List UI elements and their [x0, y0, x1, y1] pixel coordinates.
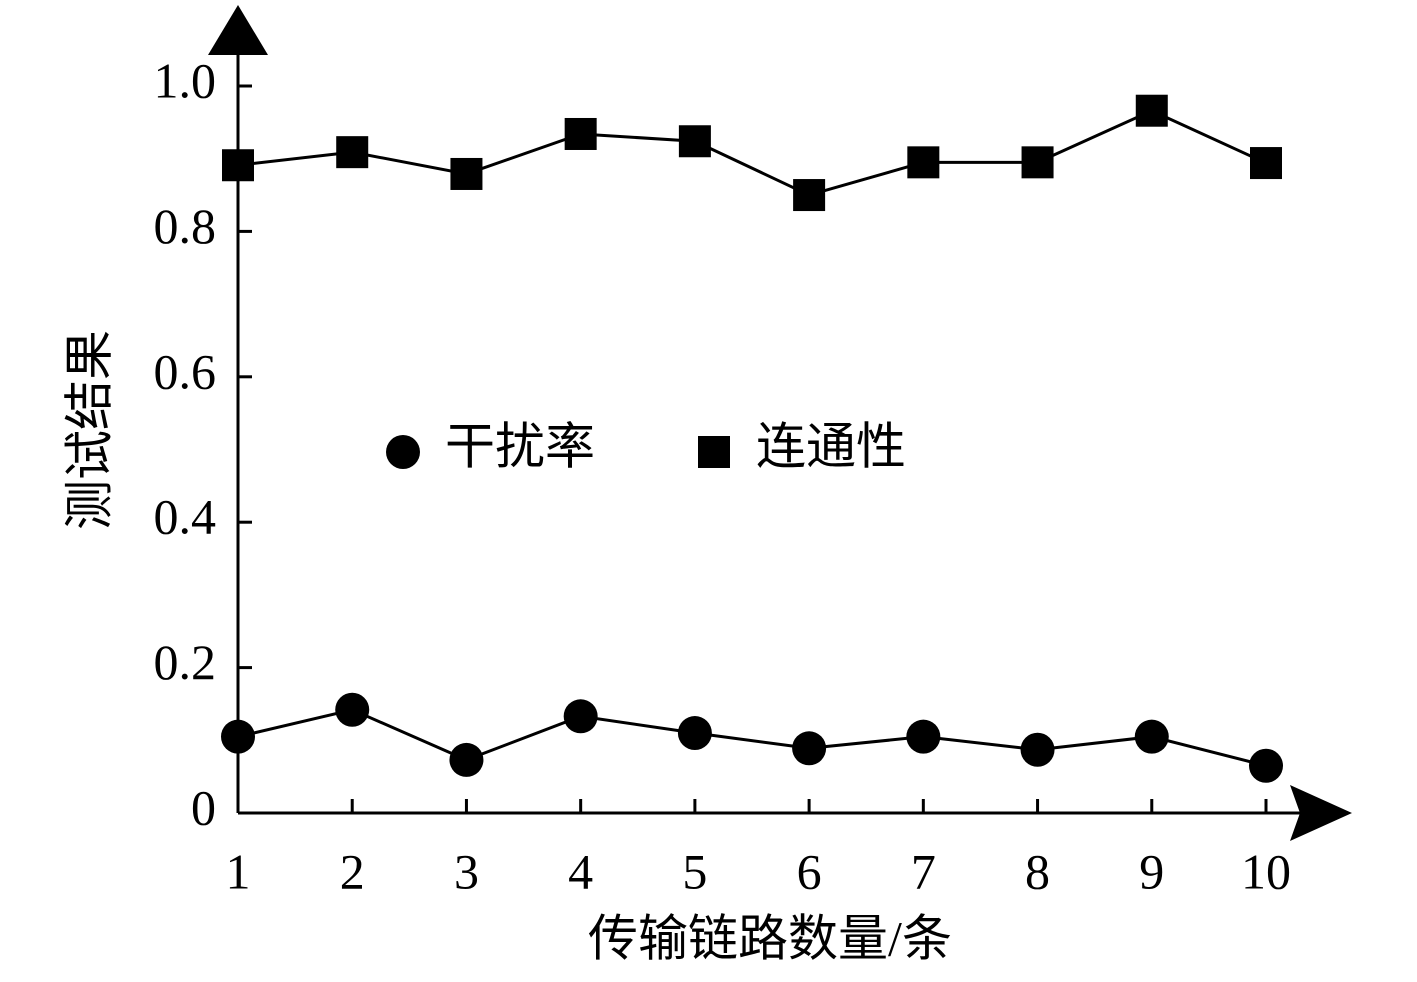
- marker: [221, 719, 255, 754]
- marker: [792, 731, 827, 766]
- marker: [793, 179, 826, 212]
- legend-marker: [698, 436, 730, 468]
- marker: [906, 719, 941, 754]
- marker: [678, 125, 711, 158]
- marker: [1020, 732, 1055, 767]
- x-tick-label: 7: [911, 843, 936, 899]
- x-tick-label: 6: [797, 843, 822, 899]
- y-tick-label: 0: [191, 779, 216, 835]
- x-axis-label: 传输链路数量/条: [588, 910, 952, 966]
- marker: [563, 699, 598, 734]
- x-tick-label: 1: [226, 843, 251, 899]
- legend-label: 连通性: [756, 418, 906, 474]
- marker: [677, 716, 712, 751]
- marker: [1135, 94, 1168, 127]
- x-tick-label: 3: [454, 843, 479, 899]
- marker: [335, 692, 370, 727]
- y-tick-label: 1.0: [154, 52, 217, 108]
- y-tick-label: 0.6: [154, 343, 217, 399]
- x-tick-label: 9: [1139, 843, 1164, 899]
- marker: [449, 742, 484, 777]
- marker: [450, 157, 483, 190]
- marker: [564, 117, 597, 150]
- marker: [222, 149, 254, 182]
- marker: [1249, 748, 1283, 783]
- y-tick-label: 0.8: [154, 198, 217, 254]
- x-tick-label: 5: [682, 843, 707, 899]
- line: [237, 109, 1267, 197]
- marker: [336, 136, 369, 169]
- marker: [1250, 147, 1282, 180]
- legend-label: 干扰率: [445, 418, 595, 474]
- line: [237, 708, 1267, 768]
- y-tick-label: 0.4: [154, 489, 217, 545]
- marker: [1021, 146, 1054, 179]
- x-tick-label: 4: [568, 843, 593, 899]
- x-axis-arrow: [1290, 785, 1352, 841]
- marker: [907, 146, 940, 179]
- y-axis-label: 测试结果: [61, 330, 117, 530]
- legend-marker: [386, 435, 420, 469]
- y-axis-arrow: [208, 5, 268, 55]
- marker: [1134, 719, 1169, 754]
- x-tick-label: 10: [1241, 843, 1291, 899]
- x-tick-label: 8: [1025, 843, 1050, 899]
- y-tick-label: 0.2: [154, 634, 217, 690]
- x-tick-label: 2: [340, 843, 365, 899]
